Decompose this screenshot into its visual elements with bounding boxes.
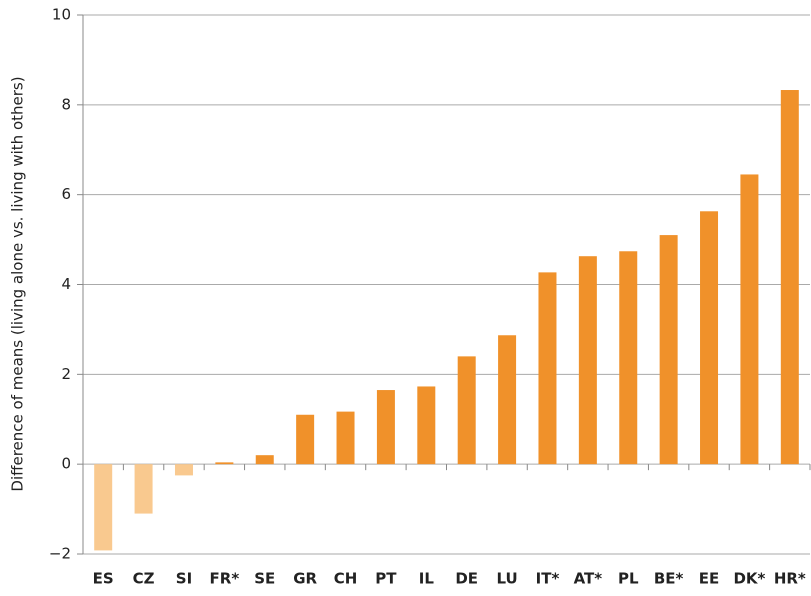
bar	[134, 464, 153, 514]
y-tick-label: 2	[61, 365, 71, 383]
x-tick-label: ES	[93, 570, 114, 588]
bar	[619, 251, 638, 465]
x-tick-label: DE	[455, 570, 478, 588]
bar	[296, 414, 315, 465]
y-axis-label: Difference of means (living alone vs. li…	[9, 76, 27, 491]
bar	[94, 464, 113, 551]
y-tick-label: 0	[61, 455, 71, 473]
bar	[538, 272, 557, 465]
y-tick-label: 8	[61, 95, 71, 113]
x-tick-label: CH	[334, 570, 358, 588]
x-tick-label: BE*	[654, 570, 684, 588]
y-tick-label: 6	[61, 185, 71, 203]
x-tick-label: EE	[699, 570, 720, 588]
y-tick-label: 10	[52, 6, 71, 24]
x-tick-label: IT*	[536, 570, 560, 588]
x-tick-label: CZ	[133, 570, 155, 588]
bar	[215, 462, 234, 465]
bar	[498, 335, 517, 465]
x-tick-label: DK*	[733, 570, 765, 588]
x-tick-label: GR	[293, 570, 317, 588]
x-tick-label: SI	[176, 570, 192, 588]
bar	[336, 411, 355, 465]
x-tick-label: PL	[618, 570, 639, 588]
bar	[659, 235, 678, 465]
bar	[700, 211, 719, 465]
y-tick-label: 4	[61, 275, 71, 293]
bar	[417, 386, 436, 465]
bar	[457, 356, 476, 465]
bar	[255, 455, 274, 465]
bar	[740, 174, 759, 465]
x-tick-label: PT	[375, 570, 397, 588]
x-tick-label: IL	[419, 570, 435, 588]
x-tick-label: AT*	[574, 570, 603, 588]
x-tick-label: SE	[254, 570, 275, 588]
x-tick-label: HR*	[774, 570, 806, 588]
bar	[578, 256, 597, 465]
x-tick-label: LU	[496, 570, 517, 588]
x-tick-label: FR*	[210, 570, 240, 588]
bar	[174, 464, 193, 476]
y-tick-label: −2	[49, 545, 71, 563]
bar	[780, 90, 799, 465]
bar	[376, 390, 395, 465]
